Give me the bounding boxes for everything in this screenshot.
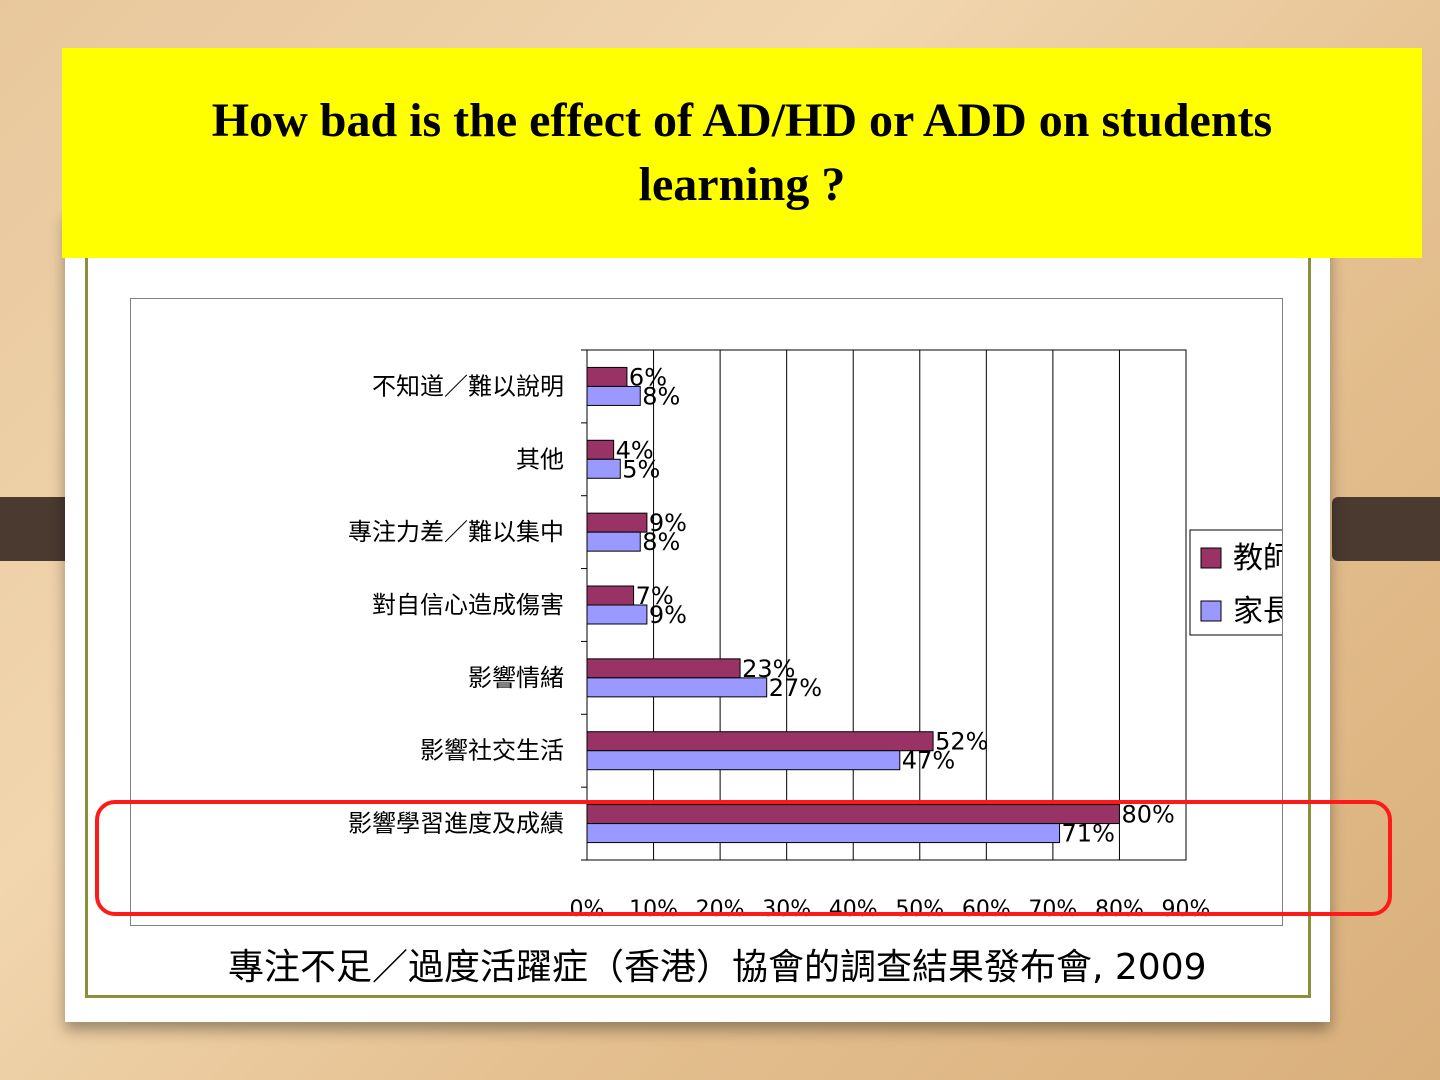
legend-label-teacher: 教師 [1233,541,1282,576]
x-tick-label: 70% [1028,897,1077,922]
data-label: 27% [769,674,822,702]
right-clip-bar [1332,497,1440,561]
parent-bar [586,604,648,625]
x-tick-label: 20% [696,897,745,922]
category-label: 不知道／難以說明 [372,372,564,400]
legend-label-parent: 家長 [1233,594,1282,629]
x-tick-label: 60% [962,897,1011,922]
data-label: 52% [935,728,988,756]
data-label: 80% [1121,801,1174,829]
source-caption: 專注不足／過度活躍症（香港）協會的調查結果發布會, 2009 [228,947,1207,988]
legend-swatch-teacher [1200,547,1222,569]
x-tick-label: 90% [1162,897,1211,922]
category-label: 影響社交生活 [420,737,564,765]
title-banner: How bad is the effect of AD/HD or ADD on… [62,48,1422,258]
data-label: 8% [642,382,680,410]
teacher-bar [586,512,648,533]
data-label: 4% [616,436,654,464]
data-label: 8% [642,528,680,556]
data-label: 9% [649,509,687,537]
chart-frame: 0% 10% 20% 30% 40% 50% 60% 70% 80% 90% 不知道／難以說明 6% 8… [130,298,1310,926]
teacher-bar [586,731,934,752]
parent-bar [586,750,901,771]
bar-chart: 0% 10% 20% 30% 40% 50% 60% 70% 80% 90%不知道／難以說明 6%8… [348,349,1310,922]
parent-bar [586,677,768,698]
x-tick-label: 0% [570,897,605,922]
category-label: 專注力差／難以集中 [348,518,564,546]
x-tick-label: 30% [762,897,811,922]
data-label: 9% [649,601,687,629]
x-tick-label: 40% [829,897,878,922]
data-label: 71% [1062,820,1115,848]
category-label: 其他 [516,445,564,473]
parent-bar [586,385,641,406]
teacher-bar [586,439,615,460]
data-label: 5% [622,455,660,483]
teacher-bar [586,658,741,679]
category-label: 影響情緒 [468,664,564,692]
x-tick-label: 80% [1095,897,1144,922]
parent-bar [586,823,1061,844]
teacher-bar [586,366,628,387]
parent-bar [586,458,621,479]
category-label: 對自信心造成傷害 [372,591,564,619]
highlight-box [95,800,1392,916]
legend-swatch-parent [1200,600,1222,622]
teacher-bar [586,585,635,606]
parent-bar [586,531,641,552]
x-tick-label: 10% [629,897,678,922]
slide-title: How bad is the effect of AD/HD or ADD on… [211,94,1273,211]
x-tick-label: 50% [895,897,944,922]
category-label: 影響學習進度及成績 [348,810,564,838]
data-label: 47% [902,747,955,775]
